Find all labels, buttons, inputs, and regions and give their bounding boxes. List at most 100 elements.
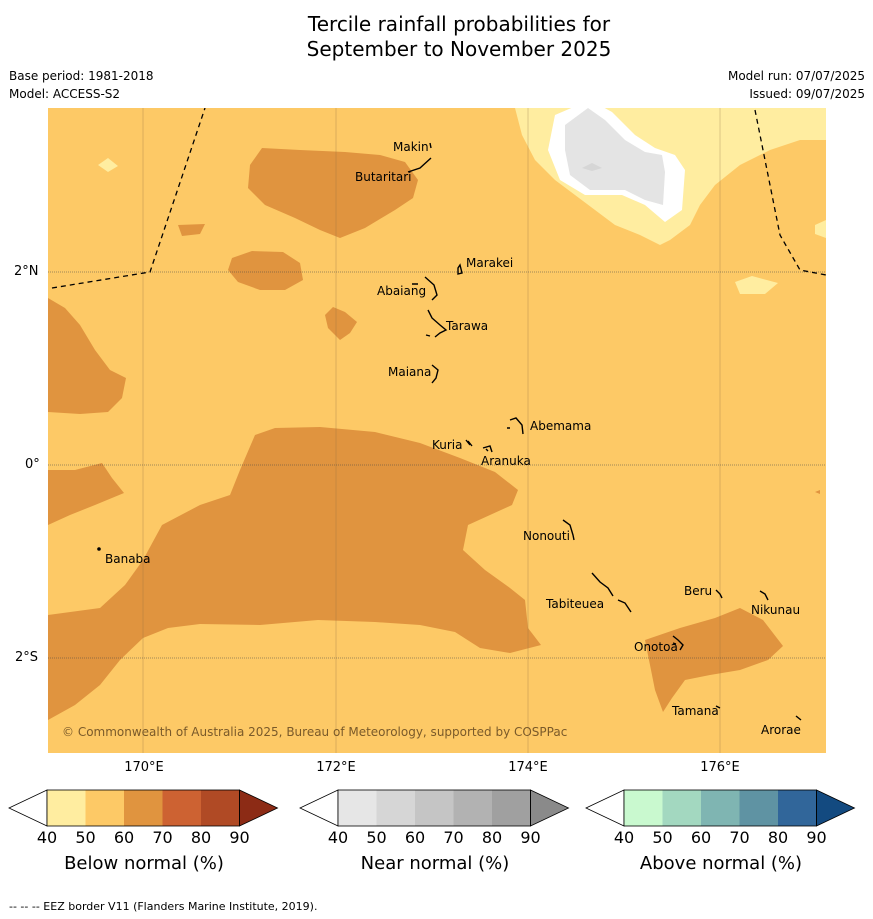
lon-label-174: 174°E <box>508 760 548 775</box>
colorbar-below <box>8 789 279 827</box>
title-line-2: September to November 2025 <box>306 37 612 61</box>
label-tabiteuea: Tabiteuea <box>545 597 604 611</box>
island-abemama <box>507 417 524 435</box>
island-beru <box>715 589 723 599</box>
below-tick-label: 90 <box>229 828 250 847</box>
region-below-60-north <box>248 148 418 238</box>
label-marakei: Marakei <box>466 256 513 270</box>
island-arorae <box>795 715 802 721</box>
copyright-text: © Commonwealth of Australia 2025, Bureau… <box>62 725 567 739</box>
base-period: Base period: 1981-2018 <box>9 69 154 83</box>
region-below-60-southeast <box>645 608 783 712</box>
island-tarawa <box>425 309 448 338</box>
near-tick-label: 70 <box>443 828 464 847</box>
meta-right: Model run: 07/07/2025 Issued: 09/07/2025 <box>728 67 865 103</box>
label-onotoa: Onotoa <box>634 640 678 654</box>
above-tick-label: 40 <box>613 828 635 847</box>
lat-label-0: 0° <box>25 457 40 472</box>
model-run: Model run: 07/07/2025 <box>727 69 865 83</box>
above-bar-segment <box>778 790 817 826</box>
lat-label-2s: 2°S <box>15 650 39 665</box>
near-tick-label: 40 <box>327 828 349 847</box>
lat-label-2n: 2°N <box>14 264 39 279</box>
below-bar-min-arrow <box>8 789 48 827</box>
island-tabiteuea <box>591 572 632 613</box>
above-tick-label: 70 <box>729 828 750 847</box>
near-bar-segment <box>376 790 415 826</box>
region-below-60-small-1 <box>178 224 205 236</box>
above-tick-label: 60 <box>690 828 712 847</box>
below-bar-segment <box>162 790 201 826</box>
lon-label-176: 176°E <box>700 760 740 775</box>
patch-light-3 <box>815 220 826 238</box>
colorbar-near-label: Near normal (%) <box>360 853 510 874</box>
lon-label-172: 172°E <box>316 760 356 775</box>
eez-border-west <box>51 108 206 289</box>
label-nikunau: Nikunau <box>751 603 800 617</box>
label-makin: Makin <box>393 140 429 154</box>
below-tick-label: 80 <box>190 828 212 847</box>
above-bar-segment <box>739 790 778 826</box>
above-bar-min-arrow <box>585 789 625 827</box>
above-bar-segment <box>662 790 701 826</box>
label-aranuka: Aranuka <box>481 454 531 468</box>
islands <box>407 142 802 721</box>
near-bar-min-arrow <box>299 789 339 827</box>
above-bar-segment <box>624 790 663 826</box>
label-abaiang: Abaiang <box>377 284 426 298</box>
label-beru: Beru <box>684 584 712 598</box>
region-below-60-central <box>48 427 541 720</box>
region-near-grey <box>565 108 665 205</box>
near-tick-label: 60 <box>404 828 426 847</box>
label-kuria: Kuria <box>432 438 463 452</box>
below-bar-border <box>46 789 240 827</box>
island-marakei <box>457 263 463 275</box>
island-makin <box>429 142 432 149</box>
label-nonouti: Nonouti <box>523 529 570 543</box>
below-tick-label: 40 <box>36 828 58 847</box>
near-tick-label: 80 <box>481 828 503 847</box>
island-tamana <box>715 705 721 709</box>
near-tick-label: 50 <box>366 828 387 847</box>
region-below-60-west <box>48 298 126 414</box>
island-onotoa <box>672 635 684 651</box>
colorbar-below-label: Below normal (%) <box>64 853 224 874</box>
near-bar-max-arrow <box>530 789 570 827</box>
meta-left: Base period: 1981-2018 Model: ACCESS-S2 <box>9 67 154 103</box>
island-abaiang <box>412 276 438 301</box>
island-aranuka <box>482 445 493 453</box>
above-bar-segment <box>701 790 740 826</box>
above-tick-label: 50 <box>652 828 673 847</box>
island-maiana <box>431 364 439 384</box>
region-below-60-west-2 <box>48 463 124 525</box>
near-tick-label: 90 <box>520 828 541 847</box>
island-kuria <box>465 439 473 447</box>
region-near-grey-inner <box>582 163 602 171</box>
below-tick-label: 50 <box>75 828 96 847</box>
above-bar-max-arrow <box>816 789 856 827</box>
above-tick-label: 80 <box>767 828 789 847</box>
label-tarawa: Tarawa <box>445 319 488 333</box>
eez-footnote: -- -- -- EEZ border V11 (Flanders Marine… <box>9 900 318 913</box>
region-below-60-small-3 <box>325 307 357 340</box>
island-nikunau <box>759 590 769 601</box>
near-bar-segment <box>338 790 377 826</box>
label-arorae: Arorae <box>761 723 801 737</box>
below-tick-label: 60 <box>113 828 135 847</box>
lon-label-170: 170°E <box>124 760 164 775</box>
label-maiana: Maiana <box>388 365 431 379</box>
below-bar-segment <box>85 790 124 826</box>
near-bar-segment <box>492 790 531 826</box>
eez-border-east <box>754 109 826 276</box>
label-banaba: Banaba <box>105 552 151 566</box>
near-bar-segment <box>415 790 454 826</box>
issued-date: Issued: 09/07/2025 <box>749 87 865 101</box>
label-tamana: Tamana <box>671 704 719 718</box>
near-bar-border <box>337 789 531 827</box>
region-below-60-small-2 <box>228 251 303 290</box>
below-bar-segment <box>47 790 86 826</box>
title-line-1: Tercile rainfall probabilities for <box>307 12 611 36</box>
island-nonouti <box>562 519 575 541</box>
above-bar-border <box>623 789 817 827</box>
